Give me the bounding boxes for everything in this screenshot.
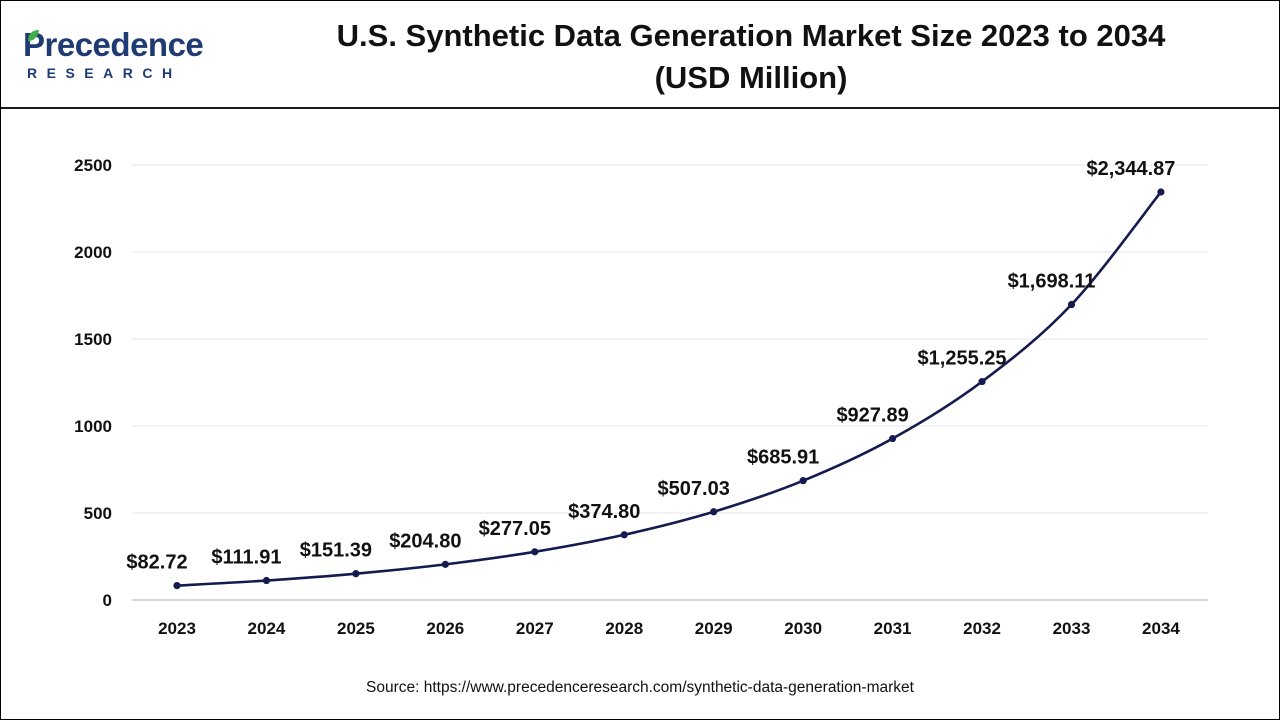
y-tick-label: 2000: [74, 243, 112, 262]
series-line: [176, 191, 1162, 587]
x-tick-label: 2028: [605, 619, 643, 638]
x-tick-label: 2033: [1053, 619, 1091, 638]
brand-logo: Precedence RESEARCH: [23, 27, 223, 87]
data-label: $277.05: [479, 518, 551, 540]
logo-subtitle: RESEARCH: [27, 65, 182, 81]
x-tick-label: 2023: [158, 619, 196, 638]
y-tick-label: 2500: [74, 156, 112, 175]
chart-title-line-2: (USD Million): [654, 60, 848, 95]
data-point: [1067, 300, 1076, 309]
x-tick-label: 2034: [1142, 619, 1180, 638]
data-point: [531, 548, 539, 556]
data-point: [889, 434, 897, 443]
x-tick-label: 2032: [963, 619, 1001, 638]
y-axis-ticks: 0 500 1000 1500 2000 2500: [74, 156, 112, 610]
data-point: [173, 582, 181, 590]
data-point: [1157, 188, 1165, 196]
data-label: $2,344.87: [1086, 158, 1175, 180]
data-label: $82.72: [126, 552, 187, 574]
y-tick-label: 500: [84, 504, 112, 523]
leaf-icon: [28, 30, 39, 41]
x-axis-ticks: 2023 2024 2025 2026 2027 2028 2029 2030 2031 2032…: [158, 619, 1180, 638]
x-tick-label: 2027: [516, 619, 554, 638]
chart-title: U.S. Synthetic Data Generation Market Si…: [251, 15, 1251, 99]
data-point: [978, 377, 986, 386]
gridlines: [132, 164, 1208, 514]
y-tick-label: 1000: [74, 417, 112, 436]
data-point: [710, 508, 718, 516]
x-tick-label: 2030: [784, 619, 822, 638]
data-labels: $82.72 $111.91 $151.39 $204.80 $277.05 $374.8…: [126, 158, 1175, 574]
data-point: [799, 477, 807, 485]
series-line-layer: [176, 191, 1162, 587]
data-point: [441, 560, 449, 568]
data-label: $151.39: [300, 540, 372, 562]
x-tick-label: 2029: [695, 619, 733, 638]
data-label: $111.91: [211, 547, 281, 569]
data-point: [352, 570, 360, 578]
y-tick-label: 1500: [74, 330, 112, 349]
data-label: $685.91: [747, 447, 819, 469]
y-tick-label: 0: [103, 591, 112, 610]
data-label: $1,255.25: [918, 348, 1007, 370]
chart-title-line-1: U.S. Synthetic Data Generation Market Si…: [336, 18, 1166, 53]
x-tick-label: 2031: [874, 619, 912, 638]
header: Precedence RESEARCH U.S. Synthetic Data …: [1, 1, 1279, 109]
data-label: $374.80: [568, 501, 640, 523]
x-tick-label: 2024: [248, 619, 286, 638]
data-label: $1,698.11: [1008, 271, 1096, 293]
data-label: $927.89: [836, 405, 908, 427]
data-label: $204.80: [389, 530, 461, 552]
series-points: [173, 188, 1165, 590]
x-tick-label: 2026: [426, 619, 464, 638]
x-tick-label: 2025: [337, 619, 375, 638]
data-point: [620, 531, 628, 539]
source-note: Source: https://www.precedenceresearch.c…: [366, 679, 914, 696]
data-point: [262, 576, 271, 585]
data-label: $507.03: [658, 478, 730, 500]
logo-wordmark: Precedence: [23, 26, 204, 63]
